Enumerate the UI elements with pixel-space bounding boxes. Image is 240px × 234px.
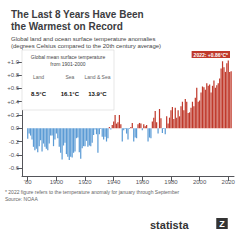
svg-text:+0.2: +0.2 [7,112,20,118]
svg-text:Z: Z [219,219,225,229]
svg-text:13.9°C: 13.9°C [88,91,107,97]
svg-text:from 1901-2000: from 1901-2000 [50,61,86,67]
svg-text:1900: 1900 [50,179,64,185]
svg-text:the Warmest on Record: the Warmest on Record [11,21,123,32]
svg-text:1960: 1960 [136,179,150,185]
svg-text:+0.4: +0.4 [7,99,20,105]
svg-text:Sea: Sea [65,74,74,80]
svg-text:Land: Land [33,74,44,80]
svg-text:+0.8: +0.8 [7,72,20,78]
svg-text:+1.0: +1.0 [7,59,20,65]
svg-text:The Last 8 Years Have Been: The Last 8 Years Have Been [11,9,144,20]
svg-text:Land & Sea: Land & Sea [84,74,110,80]
svg-text:1980: 1980 [164,179,178,185]
svg-text:+0.6: +0.6 [7,85,20,91]
svg-text:1920: 1920 [78,179,92,185]
svg-text:Global land and ocean surface: Global land and ocean surface temperatur… [11,36,155,42]
svg-text:-0.2: -0.2 [9,139,20,145]
svg-text:statista: statista [150,219,189,231]
svg-text:0.0: 0.0 [11,125,20,131]
svg-text:2020: 2020 [222,179,236,185]
svg-text:16.1°C: 16.1°C [61,91,80,97]
svg-text:2022: +0.86°C*: 2022: +0.86°C* [194,52,228,58]
svg-text:* 2022 figure refers to the te: * 2022 figure refers to the temperature … [5,189,180,195]
svg-text:(degrees Celsius compared to t: (degrees Celsius compared to the 20th ce… [11,43,161,49]
svg-text:Source: NOAA: Source: NOAA [5,196,38,202]
svg-text:1940: 1940 [107,179,121,185]
svg-text:8.5°C: 8.5°C [31,91,47,97]
svg-text:2000: 2000 [193,179,207,185]
svg-text:'80: '80 [24,179,32,185]
svg-text:Global mean surface temperatur: Global mean surface temperature [31,54,106,60]
svg-text:-0.6: -0.6 [9,165,20,171]
svg-text:-0.4: -0.4 [9,152,20,158]
